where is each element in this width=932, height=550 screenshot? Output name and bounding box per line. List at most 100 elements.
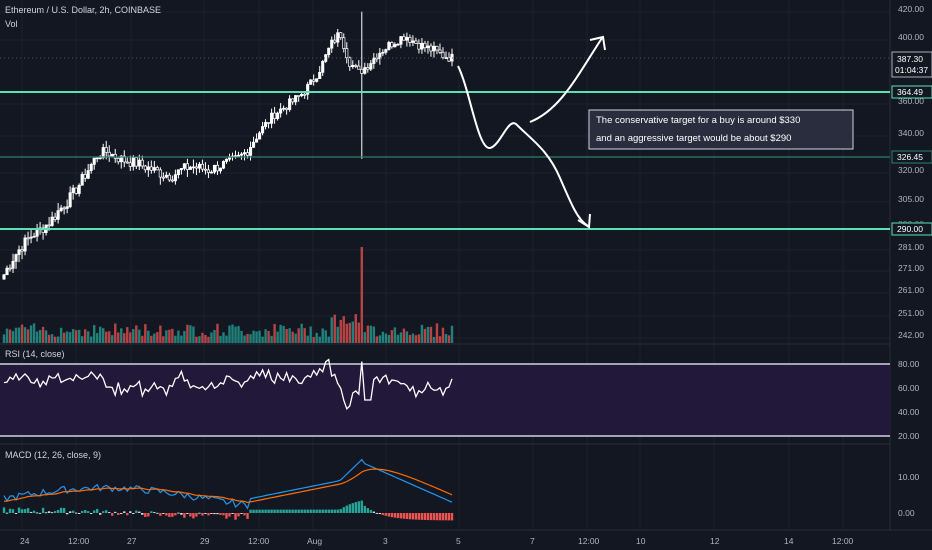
macd-histogram-bar [141, 513, 144, 515]
candle-body [372, 57, 376, 64]
volume-bar [228, 325, 231, 343]
volume-bar [59, 327, 63, 343]
volume-bar [204, 334, 207, 343]
volume-bar [44, 330, 48, 343]
candle-body [297, 95, 301, 97]
candle-body [420, 42, 424, 50]
candlesticks[interactable] [2, 11, 454, 280]
macd-histogram-bar [381, 513, 385, 516]
macd-histogram-bar [432, 513, 436, 521]
macd-histogram-bar [198, 512, 201, 514]
volume-bar [261, 336, 264, 343]
macd-histogram-bar [435, 513, 439, 521]
macd-histogram-bar [195, 513, 198, 517]
macd-histogram-bar [68, 511, 72, 513]
macd-histogram-bar [180, 513, 183, 515]
macd-histogram-bar [261, 509, 264, 513]
macd-histogram-bar [375, 512, 379, 514]
candle-body [300, 93, 304, 97]
macd-histogram-bar [74, 512, 78, 514]
candle-body [56, 210, 60, 220]
macd-histogram-bar [249, 509, 252, 513]
volume-bar [108, 331, 111, 343]
volume-bar [189, 325, 192, 343]
macd-tick: 10.00 [898, 472, 920, 482]
volume-bar [399, 332, 403, 343]
time-axis[interactable]: 24 12:00 27 29 12:00 Aug 3 5 7 12:00 10 … [20, 536, 854, 546]
volume-bar [117, 332, 120, 343]
candle-body [197, 163, 201, 169]
volume-bar [336, 326, 339, 343]
macd-histogram-bar [411, 513, 415, 520]
macd-histogram-bar [390, 513, 394, 518]
rsi-title[interactable]: RSI (14, close) [5, 349, 65, 359]
symbol-title[interactable]: Ethereum / U.S. Dollar, 2h, COINBASE [5, 5, 161, 15]
volume-bar [411, 333, 415, 343]
candle-body [209, 171, 214, 174]
volume-bar [153, 333, 156, 343]
macd-histogram-bar [354, 502, 357, 513]
volume-bar [174, 335, 177, 343]
rsi-tick: 20.00 [898, 431, 920, 441]
macd-histogram-bar [414, 513, 418, 520]
volume-bar [186, 324, 189, 343]
macd-histogram-bar [231, 513, 234, 514]
projection-arrow-up[interactable] [529, 37, 603, 123]
volume-bar [141, 335, 144, 343]
candle-body [146, 166, 150, 171]
macd-histogram-bar [89, 513, 93, 514]
price-tick: 242.00 [898, 330, 924, 340]
candle-body [348, 57, 352, 68]
candle-body [161, 176, 165, 179]
candle-body [354, 64, 358, 67]
candle-body [83, 174, 87, 179]
candle-body [149, 166, 153, 171]
annotation-box[interactable] [588, 109, 854, 150]
candle-body [113, 153, 117, 159]
macd-title[interactable]: MACD (12, 26, close, 9) [5, 450, 101, 460]
candle-body [273, 112, 277, 119]
projection-arrow-down[interactable] [457, 65, 589, 227]
macd-histogram-bar [71, 510, 75, 513]
rsi-line[interactable] [3, 358, 453, 410]
candle-body [402, 36, 406, 41]
candle-body [333, 39, 337, 43]
volume-bar [26, 329, 30, 343]
macd-histogram-bar [183, 513, 186, 518]
volume-bar [420, 324, 424, 343]
annotation-line-1: The conservative target for a buy is aro… [596, 115, 800, 126]
macd-histogram-bar [282, 509, 285, 513]
volume-bar [8, 329, 12, 343]
volume-bar [138, 329, 141, 343]
candle-body [444, 57, 448, 59]
macd-histogram-bar [126, 513, 129, 516]
candle-body [98, 157, 102, 160]
macd-histogram-bar [291, 509, 294, 513]
volume-bar [294, 333, 297, 343]
macd-histogram-bar [120, 513, 123, 515]
volume-bar [83, 329, 87, 343]
volume-bar [20, 324, 24, 343]
macd-histogram-bar [62, 507, 66, 513]
candle-body [236, 154, 241, 157]
candle-body [92, 157, 96, 165]
volume-label[interactable]: Vol [5, 19, 18, 29]
volume-bar [62, 332, 66, 343]
price-axis[interactable]: 420.00 400.00 360.00 340.00 320.00 305.0… [891, 4, 932, 518]
volume-bar [198, 336, 201, 343]
signal-line[interactable] [4, 468, 453, 504]
macd-histogram-bar [318, 509, 321, 513]
volume-bar [65, 331, 69, 343]
price-tick: 305.00 [898, 194, 924, 204]
candle-body [14, 254, 18, 262]
price-tick: 281.00 [898, 242, 924, 252]
macd-histogram-bar [246, 513, 249, 519]
volume-bar [159, 325, 162, 343]
candle-body [357, 65, 361, 70]
macd-histogram-bar [366, 508, 370, 513]
candle-body [342, 37, 346, 49]
volume-bar [330, 317, 333, 343]
macd-histogram-bar [65, 513, 69, 515]
macd-histogram-bar [123, 511, 126, 513]
